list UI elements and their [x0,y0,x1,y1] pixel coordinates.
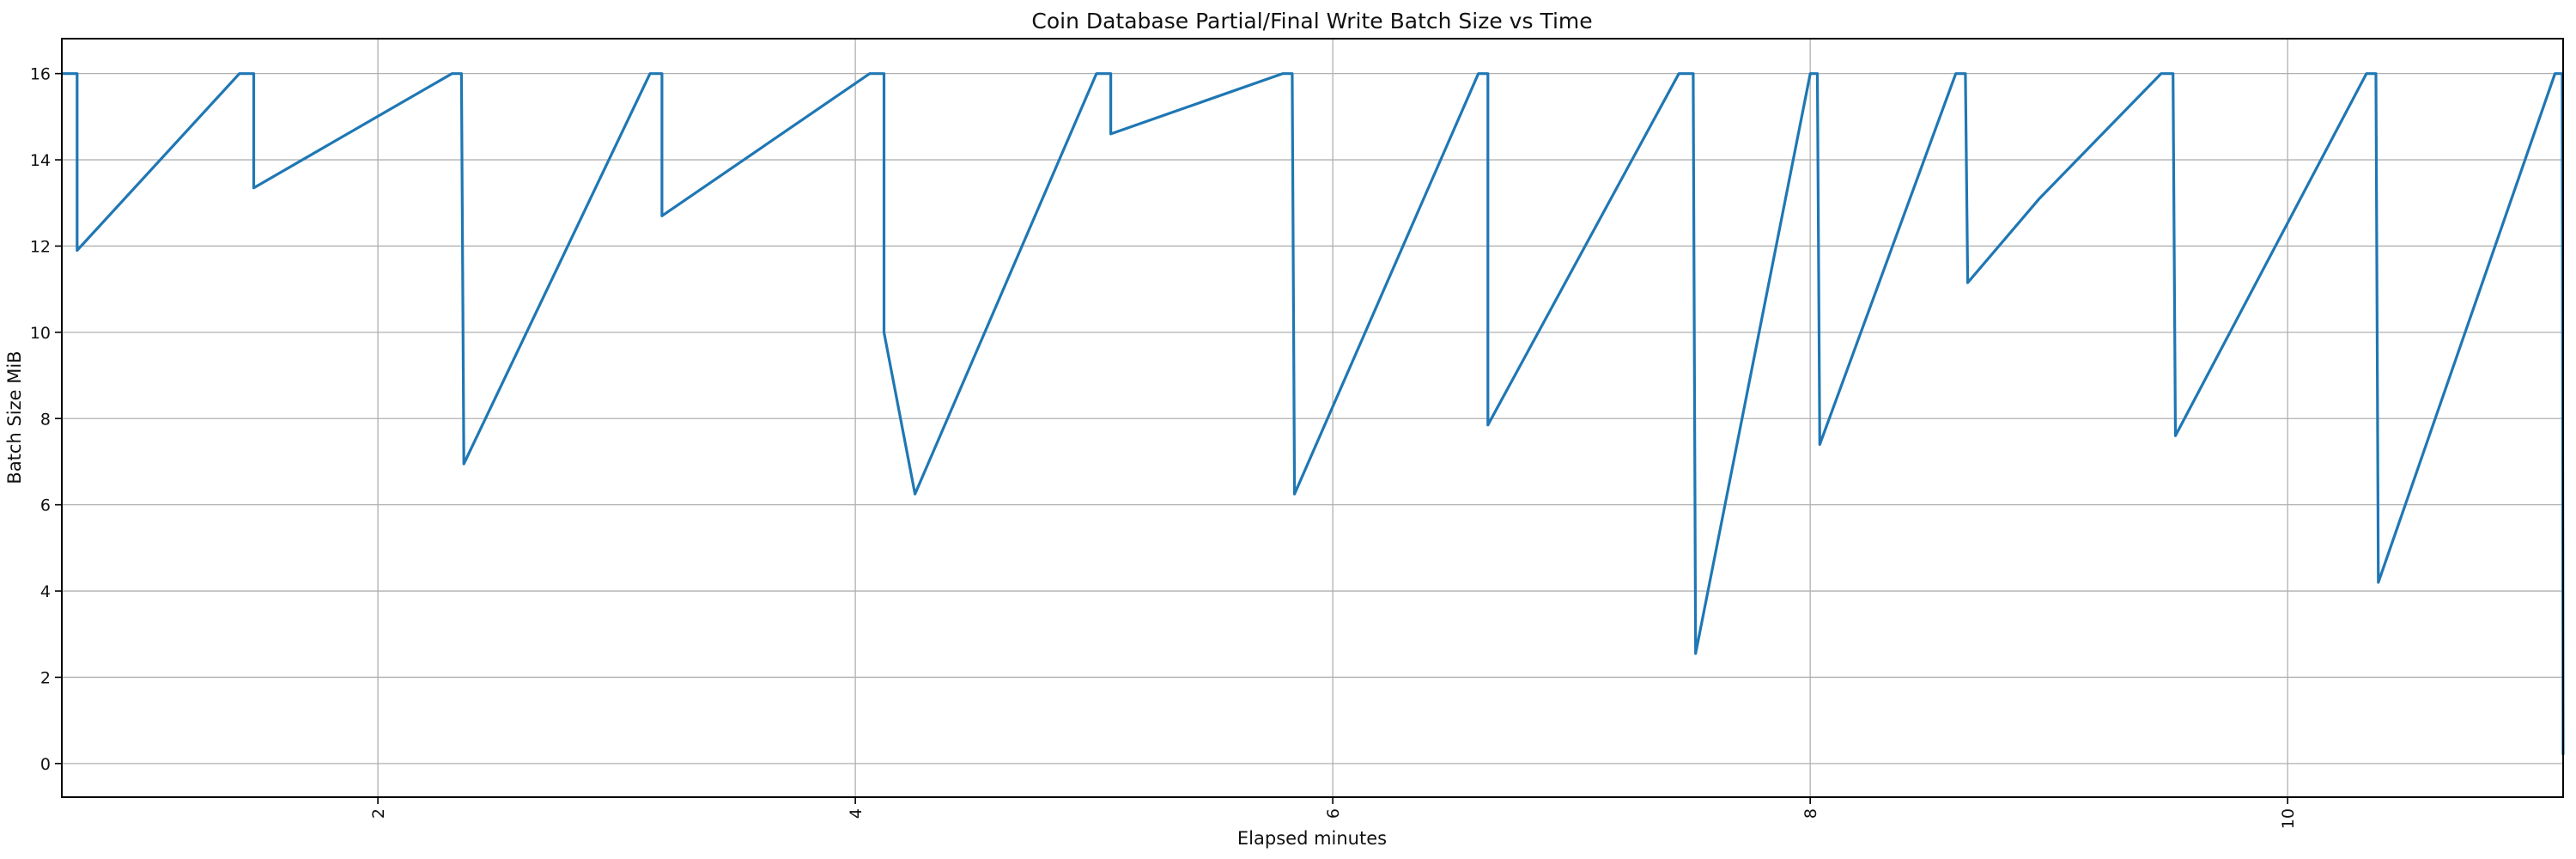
y-axis-label: Batch Size MiB [4,350,25,484]
x-tick-label: 6 [1324,808,1343,819]
y-tick-label: 0 [40,755,51,774]
y-tick-label: 10 [30,324,51,343]
y-tick-label: 4 [40,582,51,601]
x-tick-label: 10 [2279,808,2298,829]
plot-border [61,38,2564,798]
x-tick-label: 2 [369,808,388,819]
y-tick-label: 16 [30,65,51,84]
data-line [62,72,2565,755]
y-tick-label: 14 [30,151,51,170]
x-axis-label: Elapsed minutes [1237,828,1387,849]
y-tick-label: 12 [30,237,51,256]
axis-ticks [55,72,2288,804]
x-tick-label: 4 [847,808,866,819]
y-tick-label: 6 [40,497,51,515]
y-tick-label: 2 [40,668,51,687]
tick-labels: 0 2 4 6 8 10 12 14 16 2 4 6 8 10 [30,65,2298,830]
gridlines [62,39,2563,797]
chart-title: Coin Database Partial/Final Write Batch … [1031,9,1592,34]
y-tick-label: 8 [40,410,51,429]
x-tick-label: 8 [1801,808,1820,819]
